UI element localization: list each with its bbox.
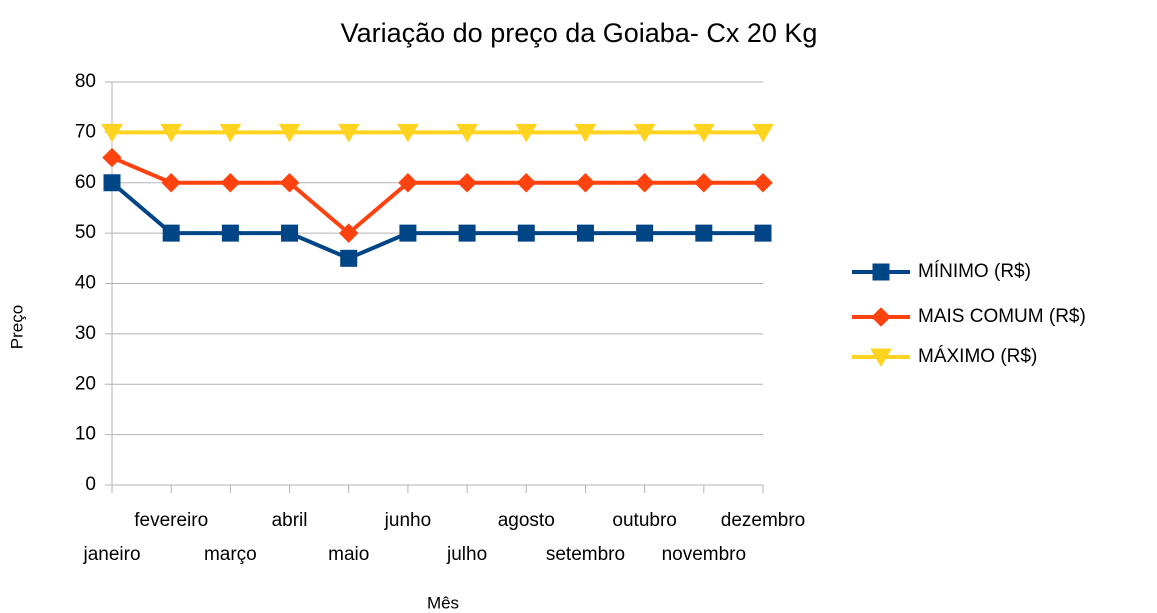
data-point — [337, 123, 360, 143]
data-point — [576, 224, 594, 242]
data-point — [517, 224, 535, 242]
data-point — [515, 123, 538, 143]
data-point — [694, 173, 714, 193]
data-point — [281, 224, 299, 242]
y-tick-label: 60 — [75, 172, 96, 193]
data-point — [753, 173, 773, 193]
data-point — [279, 173, 300, 193]
y-tick-label: 50 — [75, 222, 96, 243]
data-point — [219, 123, 242, 143]
data-point — [457, 173, 477, 193]
data-point — [102, 147, 122, 168]
x-tick-label: fevereiro — [134, 510, 208, 531]
x-tick-label: setembro — [546, 544, 625, 565]
data-point — [161, 173, 181, 193]
x-tick-label: julho — [446, 544, 487, 565]
data-point — [458, 224, 476, 242]
data-point — [633, 123, 656, 143]
data-point — [220, 173, 241, 193]
x-axis-label: Mês — [427, 593, 459, 612]
x-tick-label: março — [204, 544, 257, 565]
data-point — [399, 224, 417, 242]
data-point — [695, 224, 713, 242]
chart-title: Variação do preço da Goiaba- Cx 20 Kg — [341, 18, 818, 48]
data-point — [692, 123, 715, 143]
legend-marker — [871, 307, 891, 327]
data-point — [103, 174, 121, 192]
x-tick-label: janeiro — [82, 544, 140, 565]
data-point — [752, 123, 774, 143]
y-tick-label: 10 — [75, 424, 96, 445]
x-tick-label: abril — [272, 510, 308, 531]
x-tick-label: outubro — [612, 510, 676, 531]
data-point — [162, 224, 180, 242]
series-line — [110, 181, 763, 261]
y-tick-label: 80 — [75, 71, 96, 92]
data-point — [160, 123, 183, 143]
y-tick-label: 0 — [85, 474, 96, 495]
data-point — [634, 173, 655, 193]
legend-label: MÁXIMO (R$) — [918, 346, 1037, 367]
legend-label: MAIS COMUM (R$) — [918, 306, 1086, 327]
data-point — [397, 123, 419, 143]
data-point — [575, 173, 596, 193]
data-point — [339, 223, 359, 243]
y-tick-label: 20 — [75, 373, 96, 394]
series-line — [111, 155, 763, 236]
x-tick-label: dezembro — [721, 510, 806, 531]
x-tick-label: novembro — [662, 544, 747, 565]
data-point — [456, 123, 478, 143]
y-tick-label: 70 — [75, 121, 96, 142]
y-tick-label: 40 — [75, 273, 96, 294]
data-point — [574, 123, 597, 143]
data-point — [278, 123, 301, 143]
data-point — [340, 249, 358, 267]
x-tick-label: agosto — [498, 510, 555, 531]
data-point — [636, 224, 654, 242]
data-point — [754, 224, 772, 242]
legend-label: MÍNIMO (R$) — [918, 261, 1031, 282]
legend-marker — [872, 263, 890, 281]
data-point — [101, 123, 123, 143]
x-tick-label: junho — [384, 510, 432, 531]
legend-marker — [870, 348, 892, 367]
y-tick-label: 30 — [75, 323, 96, 344]
data-point — [398, 173, 418, 193]
y-axis-label: Preço — [7, 305, 26, 349]
x-tick-label: maio — [328, 544, 369, 565]
data-point — [221, 224, 239, 242]
data-point — [516, 173, 536, 193]
